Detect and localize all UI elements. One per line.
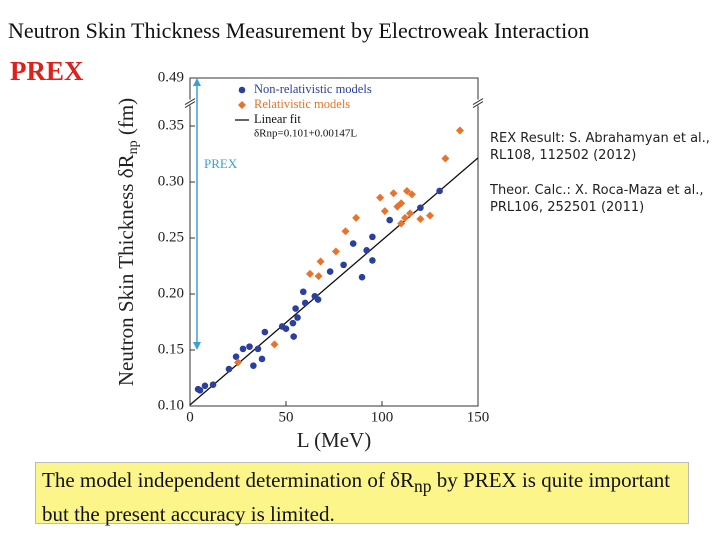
data-point: [234, 358, 242, 367]
y-tick-label: 0.15: [158, 341, 184, 357]
y-axis-label-part: (fm): [114, 98, 138, 141]
reference-line: REX Result: S. Abrahamyan et al.,: [490, 131, 710, 146]
data-point: [397, 219, 406, 228]
data-point: [301, 299, 309, 307]
y-tick-label: 0.25: [158, 229, 184, 245]
axis-break: [472, 101, 484, 109]
data-point: [352, 213, 361, 222]
note-text: by PREX is quite important but the prese…: [42, 468, 671, 527]
data-point: [407, 190, 416, 199]
data-point: [282, 325, 290, 333]
data-point: [341, 227, 350, 236]
reference-line: Theor. Calc.: X. Roca-Maza et al.,: [490, 183, 704, 198]
data-point: [239, 345, 247, 353]
data-point: [232, 353, 240, 361]
note-subscript: np: [414, 476, 432, 497]
data-point: [417, 204, 424, 212]
axis-break: [184, 101, 196, 109]
data-point: [416, 214, 425, 223]
x-tick-label: 150: [467, 409, 490, 425]
data-point: [402, 186, 411, 195]
data-point: [306, 269, 314, 278]
x-tick-label: 100: [371, 409, 394, 425]
prex-label: PREX: [204, 156, 238, 171]
data-point: [225, 365, 233, 373]
data-point: [250, 362, 257, 369]
data-point: [376, 193, 385, 202]
data-point: [201, 382, 209, 390]
data-point: [290, 333, 297, 340]
plot-frame: [189, 77, 479, 407]
y-tick-label: 0.20: [158, 285, 184, 301]
data-point: [254, 345, 262, 353]
y-axis-label-sub: np: [126, 140, 141, 154]
data-point: [196, 387, 204, 394]
data-point: [441, 154, 450, 163]
legend-marker: [238, 101, 246, 109]
prex-arrowhead: [193, 342, 201, 350]
data-point: [299, 288, 307, 296]
reference: REX Result: S. Abrahamyan et al., RL108,…: [490, 130, 710, 164]
data-point: [363, 247, 370, 254]
data-point: [314, 296, 322, 303]
legend-label: Non-relativistic models: [254, 82, 372, 96]
axis-break: [184, 98, 196, 106]
data-point: [406, 209, 415, 218]
x-axis-label: L (MeV): [297, 428, 371, 452]
axis-break-gap: [472, 99, 484, 106]
reference-line: PRL106, 252501 (2011): [490, 200, 645, 215]
legend-label: Linear fit: [254, 112, 301, 126]
data-point: [455, 126, 464, 135]
note-text: The model independent determination of δ…: [42, 468, 415, 492]
data-point: [316, 257, 325, 266]
reference-line: RL108, 112502 (2012): [490, 148, 637, 163]
y-axis-label-part: Neutron Skin Thickness δR: [114, 154, 138, 386]
note-box: The model independent determination of δ…: [35, 462, 689, 527]
data-point: [401, 213, 410, 222]
data-point: [209, 381, 217, 389]
y-tick-label: 0.35: [158, 117, 184, 133]
data-point: [261, 328, 269, 336]
y-axis-label: Neutron Skin Thickness δRnp (fm): [114, 98, 141, 386]
data-point: [397, 199, 406, 208]
x-tick-label: 50: [279, 409, 294, 425]
data-point: [331, 247, 340, 256]
data-point: [246, 343, 253, 350]
badge: PREX: [10, 56, 84, 86]
reference: Theor. Calc.: X. Roca-Maza et al., PRL10…: [490, 182, 704, 216]
x-tick-label: 0: [186, 409, 194, 425]
slide-title: Neutron Skin Thickness Measurement by El…: [8, 18, 590, 43]
data-point: [369, 257, 376, 264]
data-point: [340, 261, 347, 269]
data-point: [326, 268, 334, 275]
prex-arrowhead: [193, 78, 201, 86]
data-point: [289, 319, 297, 327]
data-point: [436, 187, 443, 195]
data-point: [389, 189, 398, 198]
data-point: [369, 233, 376, 241]
data-point: [426, 211, 434, 220]
data-point: [314, 272, 323, 281]
axis-break-gap: [184, 99, 196, 106]
axis-break: [472, 98, 484, 106]
data-point: [292, 305, 299, 312]
data-point: [270, 340, 279, 349]
data-point: [349, 240, 357, 247]
fit-equation: δRnp=0.101+0.00147L: [254, 128, 357, 140]
data-point: [386, 216, 393, 224]
data-point: [258, 355, 266, 363]
y-tick-label: 0.10: [158, 397, 184, 413]
legend-label: Relativistic models: [254, 97, 350, 111]
legend-marker: [238, 86, 246, 94]
data-point: [294, 314, 301, 321]
data-point: [380, 207, 389, 216]
y-tick-label: 0.49: [158, 69, 184, 85]
fit-line: [189, 157, 479, 406]
data-point: [358, 273, 366, 281]
y-tick-label: 0.30: [158, 173, 184, 189]
